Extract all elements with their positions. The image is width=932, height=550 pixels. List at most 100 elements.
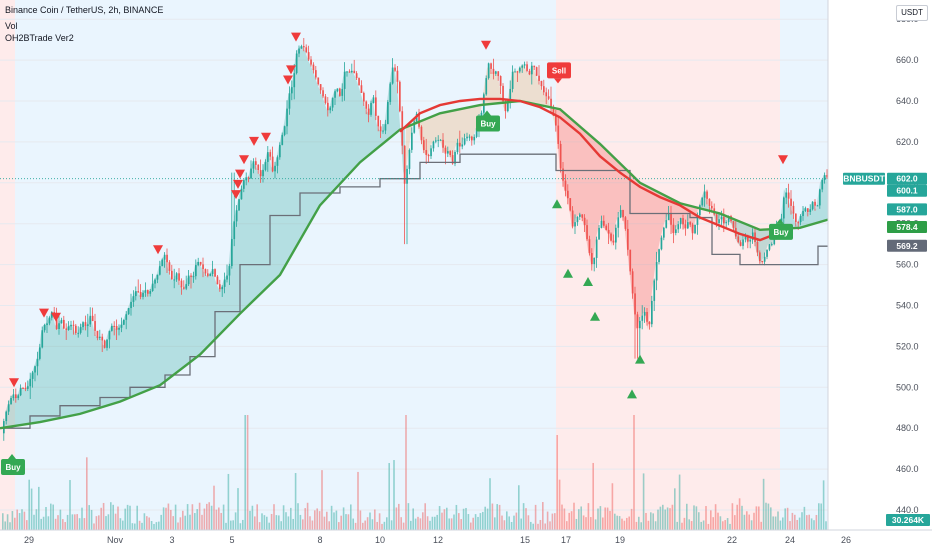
candle-body <box>511 71 514 89</box>
volume-bar <box>323 516 326 530</box>
volume-bar <box>275 515 278 530</box>
candle-body <box>168 262 171 271</box>
volume-bar <box>654 521 657 530</box>
candle-body <box>303 46 305 48</box>
volume-bar <box>772 516 774 530</box>
candle-body <box>485 78 488 95</box>
volume-bar <box>357 471 359 530</box>
candle-body <box>821 179 824 190</box>
candle-body <box>744 235 747 240</box>
volume-bar <box>710 510 712 530</box>
volume-bar <box>54 518 57 530</box>
candle-body <box>787 192 790 199</box>
candle-body <box>403 145 406 184</box>
candle-body <box>255 161 257 165</box>
candle-body <box>22 387 24 389</box>
candle-body <box>240 188 243 200</box>
candle-body <box>151 283 154 291</box>
volume-bar <box>64 522 66 530</box>
volume-bar <box>818 503 820 530</box>
price-tag-label: BNBUSDT <box>843 174 885 184</box>
candle-body <box>418 113 420 127</box>
volume-bar <box>606 507 609 530</box>
candle-body <box>226 275 228 280</box>
volume-bar <box>738 498 741 530</box>
candle-body <box>761 261 764 263</box>
volume-bar <box>222 504 225 530</box>
sell-triangle-icon <box>39 308 49 318</box>
volume-bar <box>280 521 282 530</box>
candle-body <box>24 388 27 390</box>
volume-bar <box>448 518 450 530</box>
volume-bar <box>731 503 734 530</box>
candle-body <box>629 249 632 272</box>
candle-body <box>132 296 135 302</box>
candle-body <box>461 144 464 147</box>
candle-body <box>543 86 545 93</box>
sell-triangle-icon <box>283 75 293 85</box>
candle-body <box>94 321 96 331</box>
candle-body <box>809 209 812 212</box>
volume-bar <box>246 415 249 530</box>
volume-bar <box>784 508 786 530</box>
volume-bar <box>227 473 230 530</box>
price-tag-label: 30.264K <box>892 515 925 525</box>
time-tick-label: 24 <box>785 535 795 545</box>
volume-bar <box>755 506 758 530</box>
candle-body <box>269 152 272 157</box>
volume-bar <box>506 511 508 530</box>
volume-bar <box>700 521 702 530</box>
volume-bar <box>678 474 681 530</box>
volume-bar <box>484 506 486 530</box>
currency-button[interactable]: USDT <box>896 5 928 21</box>
candle-body <box>811 201 814 210</box>
volume-legend[interactable]: Vol <box>5 21 18 31</box>
candle-body <box>442 139 444 148</box>
candle-body <box>247 177 250 179</box>
volume-bar <box>129 505 131 530</box>
buy-badge[interactable]: Buy <box>769 218 793 240</box>
symbol-price-tag: BNBUSDT <box>843 172 886 185</box>
volume-bar <box>494 517 496 530</box>
indicator-lines <box>0 97 829 430</box>
candle-body <box>459 142 461 147</box>
buy-badge[interactable]: Buy <box>1 454 25 476</box>
volume-bar <box>796 519 798 530</box>
candle-body <box>161 259 164 267</box>
candle-body <box>358 78 360 86</box>
candle-body <box>795 213 797 223</box>
price-tick-label: 460.0 <box>896 464 919 474</box>
volume-bar <box>462 508 465 530</box>
sell-badge[interactable]: Sell <box>547 62 571 84</box>
candle-body <box>377 115 380 127</box>
buy-badge[interactable]: Buy <box>476 110 500 132</box>
candle-body <box>183 287 185 289</box>
volume-bar <box>662 504 664 530</box>
candle-body <box>327 102 329 111</box>
price-tick-label: 480.0 <box>896 423 919 433</box>
volume-bar <box>390 520 393 530</box>
volume-bar <box>232 520 234 530</box>
price-tag-label: 602.0 <box>896 174 918 184</box>
volume-bar <box>98 515 100 530</box>
candle-body <box>622 209 624 218</box>
volume-bar <box>119 518 122 530</box>
candle-body <box>175 273 178 280</box>
volume-bar <box>628 516 630 530</box>
price-price-tag: 569.2 <box>887 239 927 252</box>
candle-body <box>221 286 224 290</box>
candle-body <box>646 311 648 322</box>
price-price-tag: 602.0 <box>887 172 927 185</box>
sell-triangle-icon <box>51 312 61 322</box>
volume-bar <box>345 514 347 530</box>
indicator-legend[interactable]: OH2BTrade Ver2 <box>5 33 74 43</box>
candle-body <box>636 314 639 329</box>
candle-body <box>139 292 142 297</box>
volume-bar <box>66 514 69 530</box>
volume-bar <box>467 514 470 530</box>
volume-bar <box>398 503 400 530</box>
badge-label: Buy <box>5 463 21 472</box>
volume-bar <box>347 514 350 530</box>
volume-bar <box>419 518 422 530</box>
